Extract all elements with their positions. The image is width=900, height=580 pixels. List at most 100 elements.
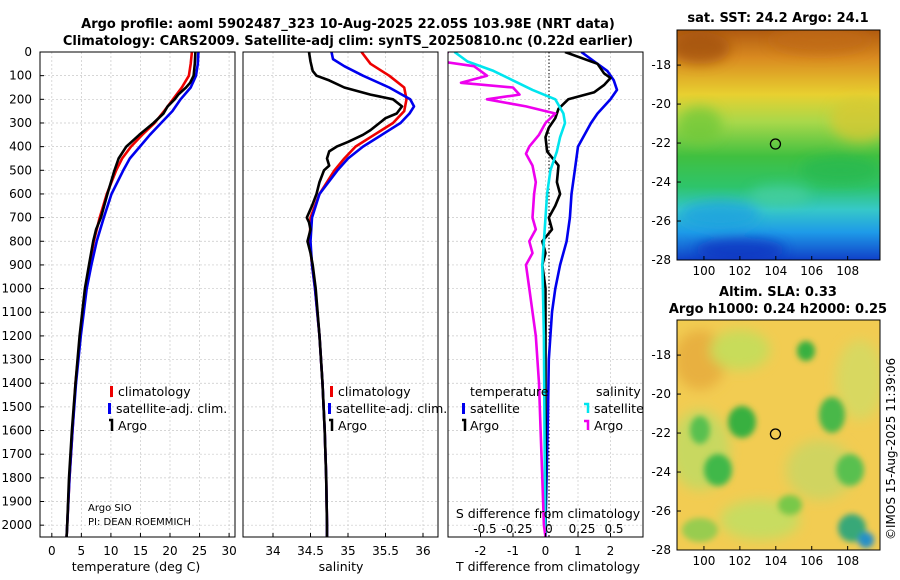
depth-tick-label: 1200 [1, 329, 32, 343]
depth-tick-label: 1800 [1, 471, 32, 485]
temp-xtick-label: 0 [48, 544, 56, 558]
temperature-xlabel: temperature (deg C) [72, 559, 201, 574]
depth-tick-label: 1900 [1, 495, 32, 509]
sla-map-title: Altim. SLA: 0.33 [719, 285, 837, 300]
s-difference-xlabel: S difference from climatology [456, 506, 641, 521]
sal-xtick-label: 34.5 [297, 544, 324, 558]
depth-tick-label: 1700 [1, 447, 32, 461]
argo-location-marker [769, 428, 782, 440]
legend-label-s-satellite: satellite [594, 401, 644, 416]
diff-xtick-label: -2 [475, 544, 487, 558]
credit-line2: PI: DEAN ROEMMICH [88, 517, 191, 528]
temp-series-satellite-adj-clim- [65, 52, 200, 537]
sla-lat-tick-label: -26 [651, 504, 671, 518]
temperature-legend: climatology satellite-adj. clim. Argo [108, 384, 227, 433]
sst-map-title: sat. SST: 24.2 Argo: 24.1 [687, 11, 868, 26]
sst-lon-tick-label: 102 [728, 264, 751, 278]
depth-tick-label: 1600 [1, 424, 32, 438]
s-tick-neg-0.5: -0.5 [473, 522, 496, 536]
depth-tick-label: 200 [9, 92, 32, 106]
diff-series-t-argo [540, 52, 612, 537]
diff-xtick-label: -1 [507, 544, 519, 558]
legend-swatch-argo [329, 418, 334, 431]
diff-series-s-satellite [453, 52, 567, 537]
sst-lat-tick-label: -18 [651, 58, 671, 72]
sla-lat-tick-label: -18 [651, 348, 671, 362]
diff-series-t-satellite [544, 52, 619, 537]
depth-tick-label: 100 [9, 69, 32, 83]
legend-swatch-satellite [108, 403, 111, 414]
sla-lon-tick-label: 100 [692, 554, 715, 568]
temp-xtick-label: 20 [162, 544, 177, 558]
depth-tick-label: 600 [9, 187, 32, 201]
depth-tick-label: 1400 [1, 376, 32, 390]
sal-series-argo [305, 52, 404, 537]
depth-tick-label: 900 [9, 258, 32, 272]
sla-lat-tick-label: -24 [651, 465, 671, 479]
temp-xtick-label: 10 [103, 544, 118, 558]
sst-lat-tick-label: -22 [651, 136, 671, 150]
legend-swatch-s-argo [584, 419, 590, 430]
temperature-panel: 0 5 10 15 20 25 30 [39, 51, 237, 558]
legend-label-satellite: satellite-adj. clim. [116, 401, 227, 416]
depth-tick-label: 2000 [1, 518, 32, 532]
sst-map [677, 30, 880, 260]
legend-label-t-satellite: satellite [470, 401, 520, 416]
depth-tick-label: 1300 [1, 353, 32, 367]
depth-tick-label: 500 [9, 163, 32, 177]
depth-tick-label: 1100 [1, 305, 32, 319]
diff-series-s-argo [448, 52, 557, 537]
credit-line1: Argo SIO [88, 503, 132, 514]
sal-xtick-label: 34 [265, 544, 280, 558]
s-difference-ticks: -0.5 -0.25 0 0.25 0.5 [473, 522, 623, 536]
main-title-line1: Argo profile: aoml 5902487_323 10-Aug-20… [81, 17, 615, 32]
sla-lat-tick-label: -28 [651, 543, 671, 557]
legend-label-climatology: climatology [118, 384, 191, 399]
sla-lat-tick-label: -20 [651, 387, 671, 401]
legend-swatch-s-satellite [584, 402, 590, 413]
legend-swatch-satellite [328, 403, 331, 414]
sla-lon-tick-label: 102 [728, 554, 751, 568]
s-tick-0.25: 0.25 [569, 522, 596, 536]
sla-lat-tick-label: -22 [651, 426, 671, 440]
sst-lat-tick-label: -24 [651, 175, 671, 189]
argo-location-marker [769, 138, 782, 150]
legend-label-argo: Argo [118, 418, 147, 433]
depth-tick-label: 0 [24, 45, 32, 59]
legend-swatch-t-satellite [462, 403, 465, 414]
s-tick-neg-0.25: -0.25 [501, 522, 532, 536]
legend-title-salinity: salinity [596, 384, 641, 399]
depth-tick-label: 700 [9, 211, 32, 225]
sla-lon-tick-label: 108 [836, 554, 859, 568]
depth-tick-label: 1000 [1, 282, 32, 296]
depth-axis: 0 100 200 300 400 500 600 700 800 900 1000 1100 1200… [1, 45, 44, 532]
timestamp: ©IMOS 15-Aug-2025 11:39:06 [884, 358, 898, 540]
depth-tick-label: 800 [9, 234, 32, 248]
legend-swatch-argo [109, 418, 114, 431]
temp-xtick-label: 30 [221, 544, 236, 558]
legend-label-climatology: climatology [338, 384, 411, 399]
sst-lon-tick-label: 104 [764, 264, 787, 278]
sst-lat-tick-label: -28 [651, 253, 671, 267]
legend-label-satellite: satellite-adj. clim. [336, 401, 447, 416]
salinity-xlabel: salinity [319, 559, 364, 574]
depth-tick-label: 300 [9, 116, 32, 130]
depth-tick-label: 1500 [1, 400, 32, 414]
temp-xtick-label: 15 [133, 544, 148, 558]
diff-xtick-label: 1 [574, 544, 582, 558]
depth-tick-label: 400 [9, 140, 32, 154]
sal-xtick-label: 35 [340, 544, 355, 558]
t-difference-xlabel: T difference from climatology [455, 559, 641, 574]
legend-label-argo: Argo [338, 418, 367, 433]
s-tick-0.5: 0.5 [604, 522, 623, 536]
sla-map-subtitle: Argo h1000: 0.24 h2000: 0.25 [669, 302, 887, 317]
sal-xtick-label: 35.5 [372, 544, 399, 558]
salinity-legend: climatology satellite-adj. clim. Argo [328, 384, 447, 433]
diff-xtick-label: 2 [607, 544, 615, 558]
diff-xtick-label: 0 [542, 544, 550, 558]
legend-swatch-t-argo [462, 418, 467, 431]
sla-lon-tick-label: 104 [764, 554, 787, 568]
sla-lon-tick-label: 106 [800, 554, 823, 568]
temp-series-argo [65, 52, 197, 537]
